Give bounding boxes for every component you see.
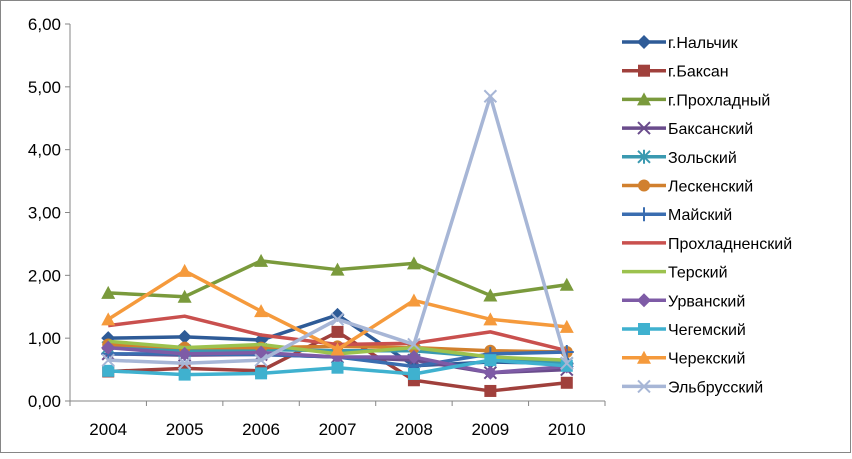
legend-label: Зольский — [668, 150, 737, 167]
data-point-marker — [560, 359, 573, 372]
data-point-marker — [559, 319, 574, 333]
legend-label: г.Нальчик — [668, 35, 739, 52]
legend-swatch-marker — [637, 379, 651, 394]
data-point-marker — [330, 342, 345, 356]
data-point-marker — [407, 337, 421, 352]
legend-entry: г.Нальчик — [622, 35, 739, 52]
legend-swatch-marker — [638, 179, 650, 192]
data-point-marker — [177, 329, 192, 344]
y-tick-label: 1,00 — [28, 329, 61, 348]
data-point-marker — [483, 365, 498, 380]
data-point-marker — [102, 364, 115, 377]
series-line-group — [101, 89, 574, 371]
data-point-marker — [254, 353, 268, 367]
data-point-marker — [331, 325, 344, 338]
data-point-marker — [560, 356, 574, 371]
x-tick-label: 2006 — [242, 420, 280, 439]
data-point-marker — [255, 367, 268, 380]
data-point-marker — [407, 367, 420, 380]
data-point-marker — [406, 293, 421, 307]
data-point-marker — [559, 277, 574, 291]
data-point-marker — [101, 353, 115, 367]
legend-entry: г.Баксан — [622, 64, 729, 81]
data-point-marker — [177, 289, 192, 303]
legend-entry: Майский — [622, 207, 732, 224]
data-point-marker — [484, 354, 497, 367]
data-point-marker — [254, 304, 269, 318]
legend-entry: Лескенский — [622, 179, 753, 196]
legend-entry: Зольский — [622, 149, 737, 167]
legend-label: Лескенский — [668, 179, 753, 196]
data-point-marker — [330, 262, 345, 276]
data-point-marker — [406, 256, 421, 270]
data-point-marker — [177, 356, 192, 371]
data-point-marker — [101, 340, 116, 355]
legend-swatch-marker — [638, 64, 650, 77]
x-tick-label: 2009 — [471, 420, 509, 439]
y-tick-label: 5,00 — [28, 78, 61, 97]
data-point-marker — [560, 376, 573, 389]
legend-label: г.Прохладный — [668, 92, 770, 109]
legend-label: Черекский — [668, 351, 745, 368]
legend-entry: Эльбрусский — [622, 379, 763, 396]
data-point-marker — [101, 285, 116, 299]
data-point-marker — [484, 384, 497, 397]
legend-label: г.Баксан — [668, 64, 729, 81]
axes: 0,00 1,00 2,00 3,00 4,00 5,00 6,00 2004 2005 2006… — [28, 15, 606, 439]
legend-swatch-marker — [637, 92, 651, 106]
legend-swatch-marker — [638, 323, 650, 335]
legend: г.Нальчик г.Баксан г.Прохладный Баксанский З… — [622, 35, 792, 396]
legend-label: Майский — [668, 207, 732, 224]
data-point-marker — [177, 263, 192, 277]
legend-entry: Черекский — [622, 350, 745, 368]
legend-swatch-marker — [637, 149, 651, 164]
x-tick-label: 2010 — [548, 420, 586, 439]
legend-label: Терский — [668, 265, 728, 282]
x-tick-label: 2004 — [89, 420, 127, 439]
legend-label: Прохладненский — [668, 236, 792, 253]
legend-label: Баксанский — [668, 121, 753, 138]
legend-entry: Урванский — [622, 293, 745, 310]
data-point-marker — [483, 288, 498, 302]
legend-label: Урванский — [668, 293, 745, 310]
data-point-marker — [101, 312, 116, 326]
data-point-marker — [483, 312, 498, 326]
data-point-marker — [331, 361, 344, 374]
y-tick-label: 6,00 — [28, 15, 61, 34]
y-tick-label: 4,00 — [28, 141, 61, 160]
data-point-marker — [254, 253, 269, 267]
legend-entry: Прохладненский — [622, 236, 792, 253]
legend-entry: г.Прохладный — [622, 92, 770, 109]
x-tick-label: 2008 — [395, 420, 433, 439]
series-line-group — [101, 253, 574, 303]
data-point-marker — [178, 368, 191, 381]
data-point-marker — [483, 89, 498, 103]
x-tick-label: 2007 — [319, 420, 357, 439]
y-tick-label: 0,00 — [28, 392, 61, 411]
y-tick-label: 2,00 — [28, 266, 61, 285]
legend-label: Чегемский — [668, 322, 746, 339]
legend-swatch-marker — [637, 207, 651, 222]
legend-label: Эльбрусский — [668, 379, 763, 396]
legend-entry: Чегемский — [622, 322, 746, 339]
y-tick-label: 3,00 — [28, 204, 61, 223]
data-point-marker — [330, 312, 345, 327]
legend-entry: Баксанский — [622, 121, 753, 138]
data-point-marker — [177, 346, 192, 361]
data-point-marker — [406, 350, 421, 365]
legend-entry: Терский — [622, 265, 728, 282]
legend-swatch-marker — [637, 35, 651, 49]
data-point-marker — [330, 307, 345, 322]
legend-swatch-marker — [637, 350, 651, 364]
x-tick-label: 2005 — [166, 420, 204, 439]
series-line-group — [101, 263, 574, 356]
legend-swatch-marker — [637, 293, 651, 308]
series-layer — [101, 89, 574, 397]
legend-swatch-marker — [637, 121, 651, 135]
series-line-group — [102, 354, 573, 381]
